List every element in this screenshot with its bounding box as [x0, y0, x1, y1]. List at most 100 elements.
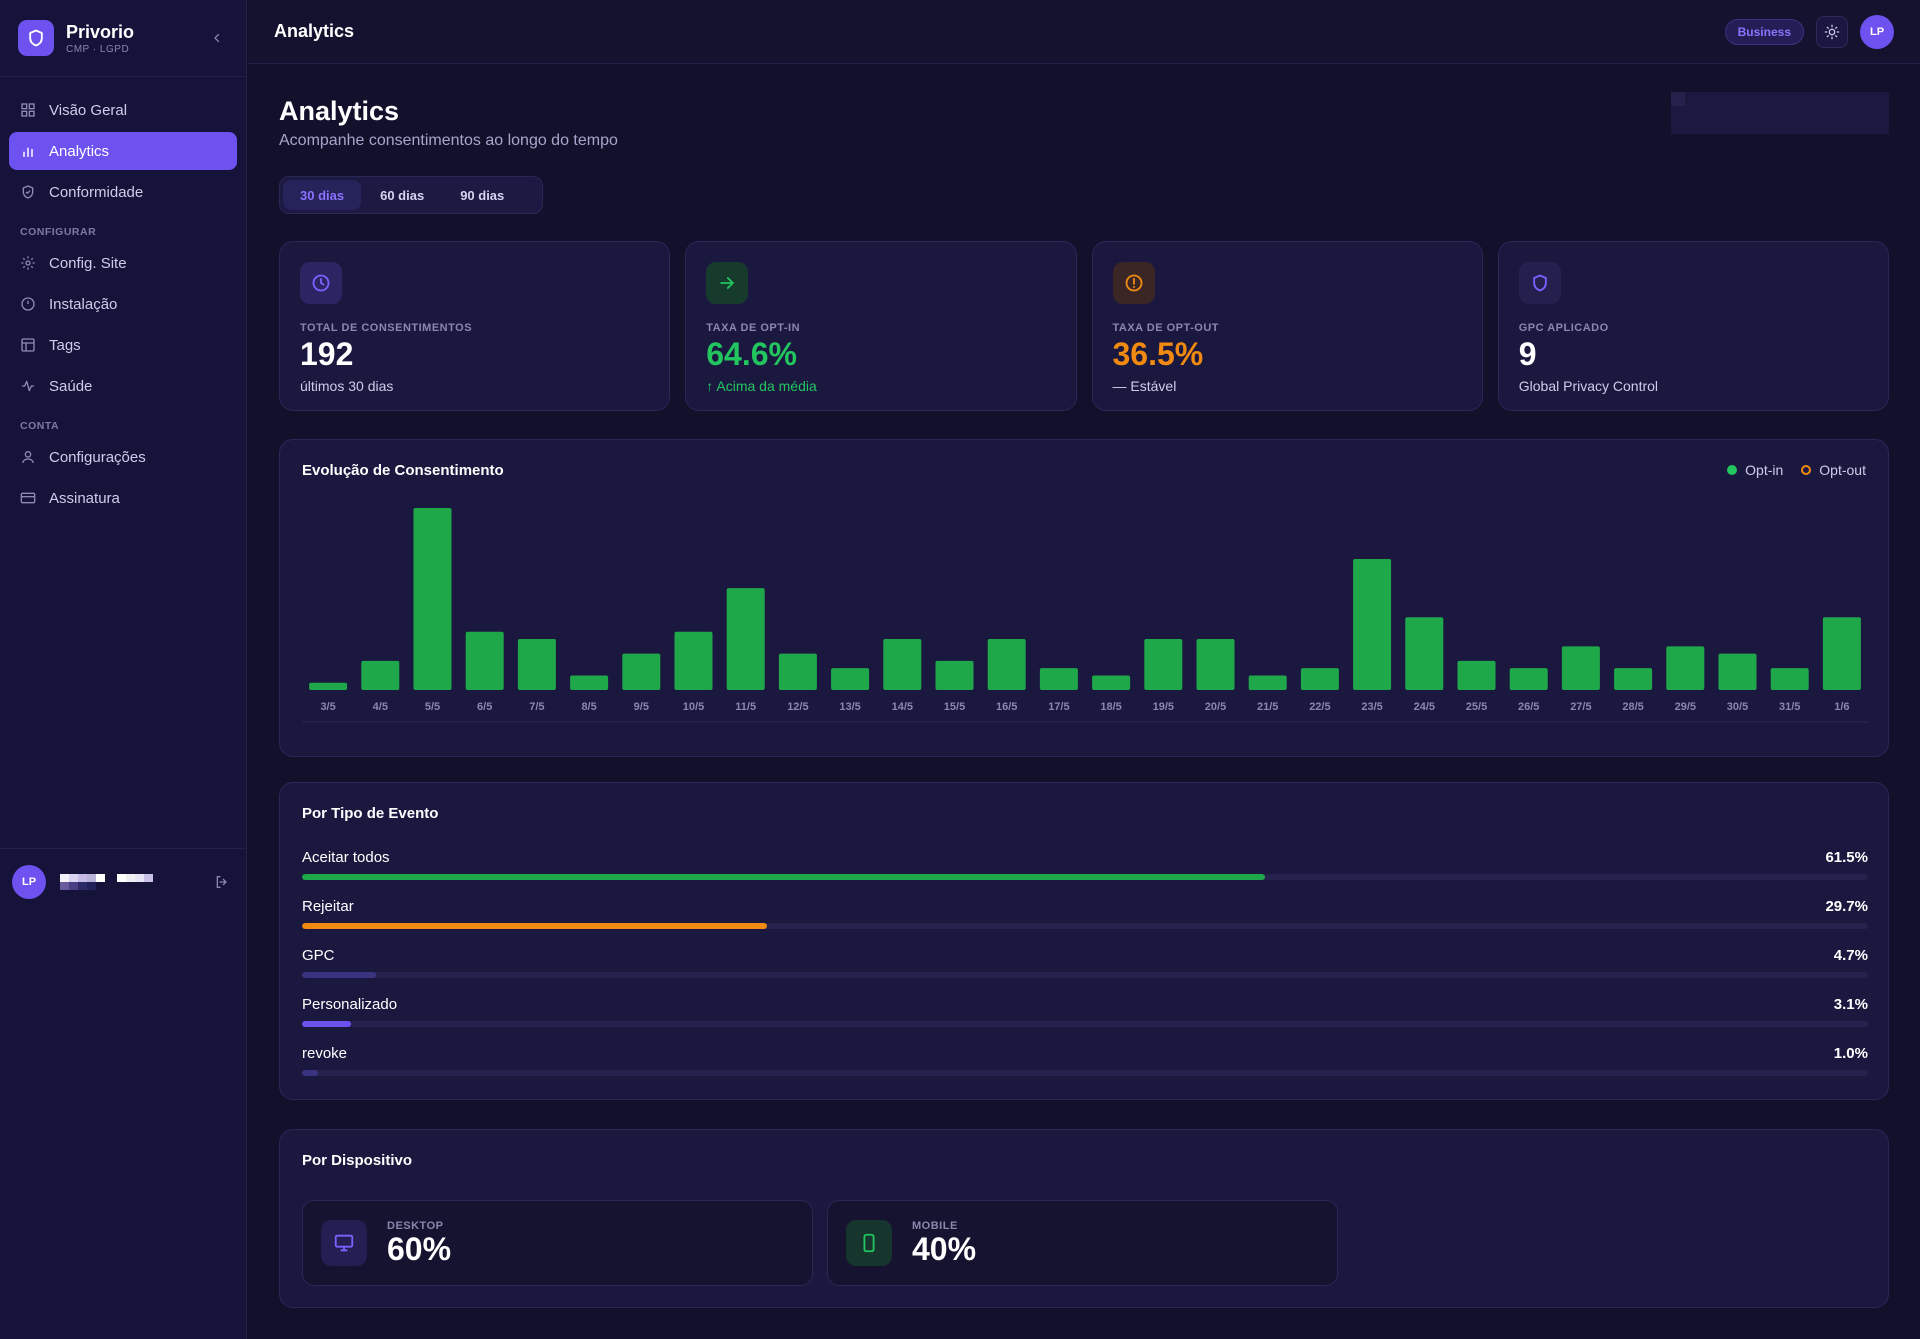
event-bar-track	[302, 1070, 1868, 1076]
collapse-sidebar-button[interactable]	[206, 27, 228, 49]
event-bar-track	[302, 972, 1868, 978]
bar-chart-icon	[19, 142, 37, 160]
chart-bar[interactable]	[1092, 675, 1131, 690]
credit-card-icon	[19, 489, 37, 507]
chart-bar[interactable]	[1457, 660, 1496, 690]
sidebar: Privorio CMP · LGPD Visão Geral Analytic…	[0, 0, 247, 1339]
sidebar-item-saude[interactable]: Saúde	[9, 367, 237, 405]
avatar[interactable]: LP	[12, 864, 46, 899]
legend-dot	[1727, 465, 1738, 475]
event-label: Aceitar todos	[302, 849, 390, 866]
sidebar-item-label: Config. Site	[49, 254, 127, 272]
sidebar-item-label: Conformidade	[49, 183, 144, 201]
event-bar-fill	[302, 923, 768, 929]
panel-title: Evolução de Consentimento	[302, 462, 504, 479]
topbar-title: Analytics	[274, 21, 355, 41]
sidebar-item-assinatura[interactable]: Assinatura	[9, 479, 237, 517]
chart-bar[interactable]	[1039, 668, 1078, 690]
chart-bar[interactable]	[1718, 653, 1757, 690]
chart-bar[interactable]	[361, 660, 400, 690]
logout-icon	[216, 875, 227, 888]
chart-bar[interactable]	[465, 631, 504, 690]
tag-table-icon	[19, 336, 37, 354]
x-tick-label: 11/5	[735, 701, 756, 713]
x-tick-label: 1/6	[1834, 701, 1849, 713]
stat-note: últimos 30 dias	[300, 378, 394, 394]
legend-label: Opt-out	[1819, 462, 1866, 478]
sidebar-item-tags[interactable]: Tags	[9, 326, 237, 364]
chart-bar[interactable]	[1353, 558, 1392, 690]
event-bar-track	[302, 874, 1868, 880]
chart-bar[interactable]	[726, 588, 765, 690]
legend-opt-in: Opt-in	[1727, 462, 1783, 478]
pulse-icon	[19, 377, 37, 395]
x-tick-label: 21/5	[1257, 701, 1278, 713]
x-tick-label: 7/5	[529, 701, 544, 713]
smartphone-icon	[846, 1220, 892, 1266]
chart-bar[interactable]	[413, 508, 452, 690]
chart-bar[interactable]	[1509, 668, 1548, 690]
page-title: Analytics	[279, 96, 400, 126]
sidebar-item-label: Tags	[49, 336, 81, 354]
theme-toggle-button[interactable]	[1816, 15, 1848, 48]
brand-name: Privorio	[66, 21, 135, 42]
chart-bar[interactable]	[778, 653, 817, 690]
chart-bar[interactable]	[1405, 617, 1444, 690]
chart-bar[interactable]	[622, 653, 661, 690]
stat-note: ↑ Acima da média	[706, 378, 817, 394]
legend-dot	[1801, 465, 1812, 475]
chart-bar[interactable]	[1196, 639, 1235, 690]
x-tick-label: 15/5	[944, 701, 965, 713]
chart-bar[interactable]	[1822, 617, 1861, 690]
chart-bar[interactable]	[1614, 668, 1653, 690]
stat-note: Global Privacy Control	[1518, 378, 1659, 394]
chart-bar[interactable]	[883, 639, 922, 690]
x-tick-label: 25/5	[1466, 701, 1487, 713]
stat-card-total: TOTAL DE CONSENTIMENTOS 192 últimos 30 d…	[279, 241, 671, 411]
sidebar-item-visao-geral[interactable]: Visão Geral	[9, 91, 237, 129]
x-tick-label: 8/5	[581, 701, 596, 713]
stat-label: TOTAL DE CONSENTIMENTOS	[300, 322, 473, 334]
sidebar-item-instalacao[interactable]: Instalação	[9, 285, 237, 323]
sidebar-item-conformidade[interactable]: Conformidade	[9, 173, 237, 211]
event-pct: 4.7%	[1833, 947, 1868, 964]
chart-bar[interactable]	[1248, 675, 1287, 690]
chart-bar[interactable]	[935, 660, 974, 690]
sidebar-item-analytics[interactable]: Analytics	[9, 132, 237, 170]
chart-bar[interactable]	[1300, 668, 1339, 690]
chart-bar[interactable]	[570, 675, 609, 690]
chart-bar[interactable]	[1770, 668, 1809, 690]
device-value: 60%	[387, 1231, 452, 1267]
chart-legend: Opt-in Opt-out	[1727, 462, 1866, 478]
period-tabs: 30 dias 60 dias 90 dias	[279, 176, 543, 214]
device-card-desktop: DESKTOP 60%	[302, 1200, 813, 1286]
stat-label: TAXA DE OPT-OUT	[1112, 322, 1219, 334]
event-pct: 3.1%	[1833, 996, 1868, 1013]
chart-bar[interactable]	[309, 682, 348, 690]
x-tick-label: 31/5	[1779, 701, 1800, 713]
chart-bar[interactable]	[831, 668, 870, 690]
chart-bar[interactable]	[517, 639, 556, 690]
shield-icon	[1518, 262, 1561, 304]
chart-bar[interactable]	[987, 639, 1026, 690]
chart-bar[interactable]	[1561, 646, 1600, 690]
x-tick-label: 30/5	[1727, 701, 1748, 713]
plan-badge: Business	[1724, 18, 1804, 45]
chart-bar[interactable]	[674, 631, 713, 690]
sidebar-item-configuracoes[interactable]: Configurações	[9, 438, 237, 476]
logout-button[interactable]	[210, 870, 234, 894]
gear-icon	[19, 254, 37, 272]
clock-icon	[300, 262, 342, 304]
stat-card-opt-in: TAXA DE OPT-IN 64.6% ↑ Acima da média	[685, 241, 1077, 411]
tab-90-dias[interactable]: 90 dias	[460, 187, 505, 203]
device-card-mobile: MOBILE 40%	[827, 1200, 1338, 1286]
sidebar-item-config-site[interactable]: Config. Site	[9, 244, 237, 282]
chart-bar[interactable]	[1144, 639, 1183, 690]
tab-30-dias[interactable]: 30 dias	[283, 180, 362, 210]
stat-note: — Estável	[1112, 378, 1177, 394]
brand-subtitle: CMP · LGPD	[66, 43, 130, 55]
user-avatar[interactable]: LP	[1860, 14, 1894, 49]
page-subtitle: Acompanhe consentimentos ao longo do tem…	[279, 132, 618, 149]
tab-60-dias[interactable]: 60 dias	[380, 187, 425, 203]
chart-bar[interactable]	[1666, 646, 1705, 690]
